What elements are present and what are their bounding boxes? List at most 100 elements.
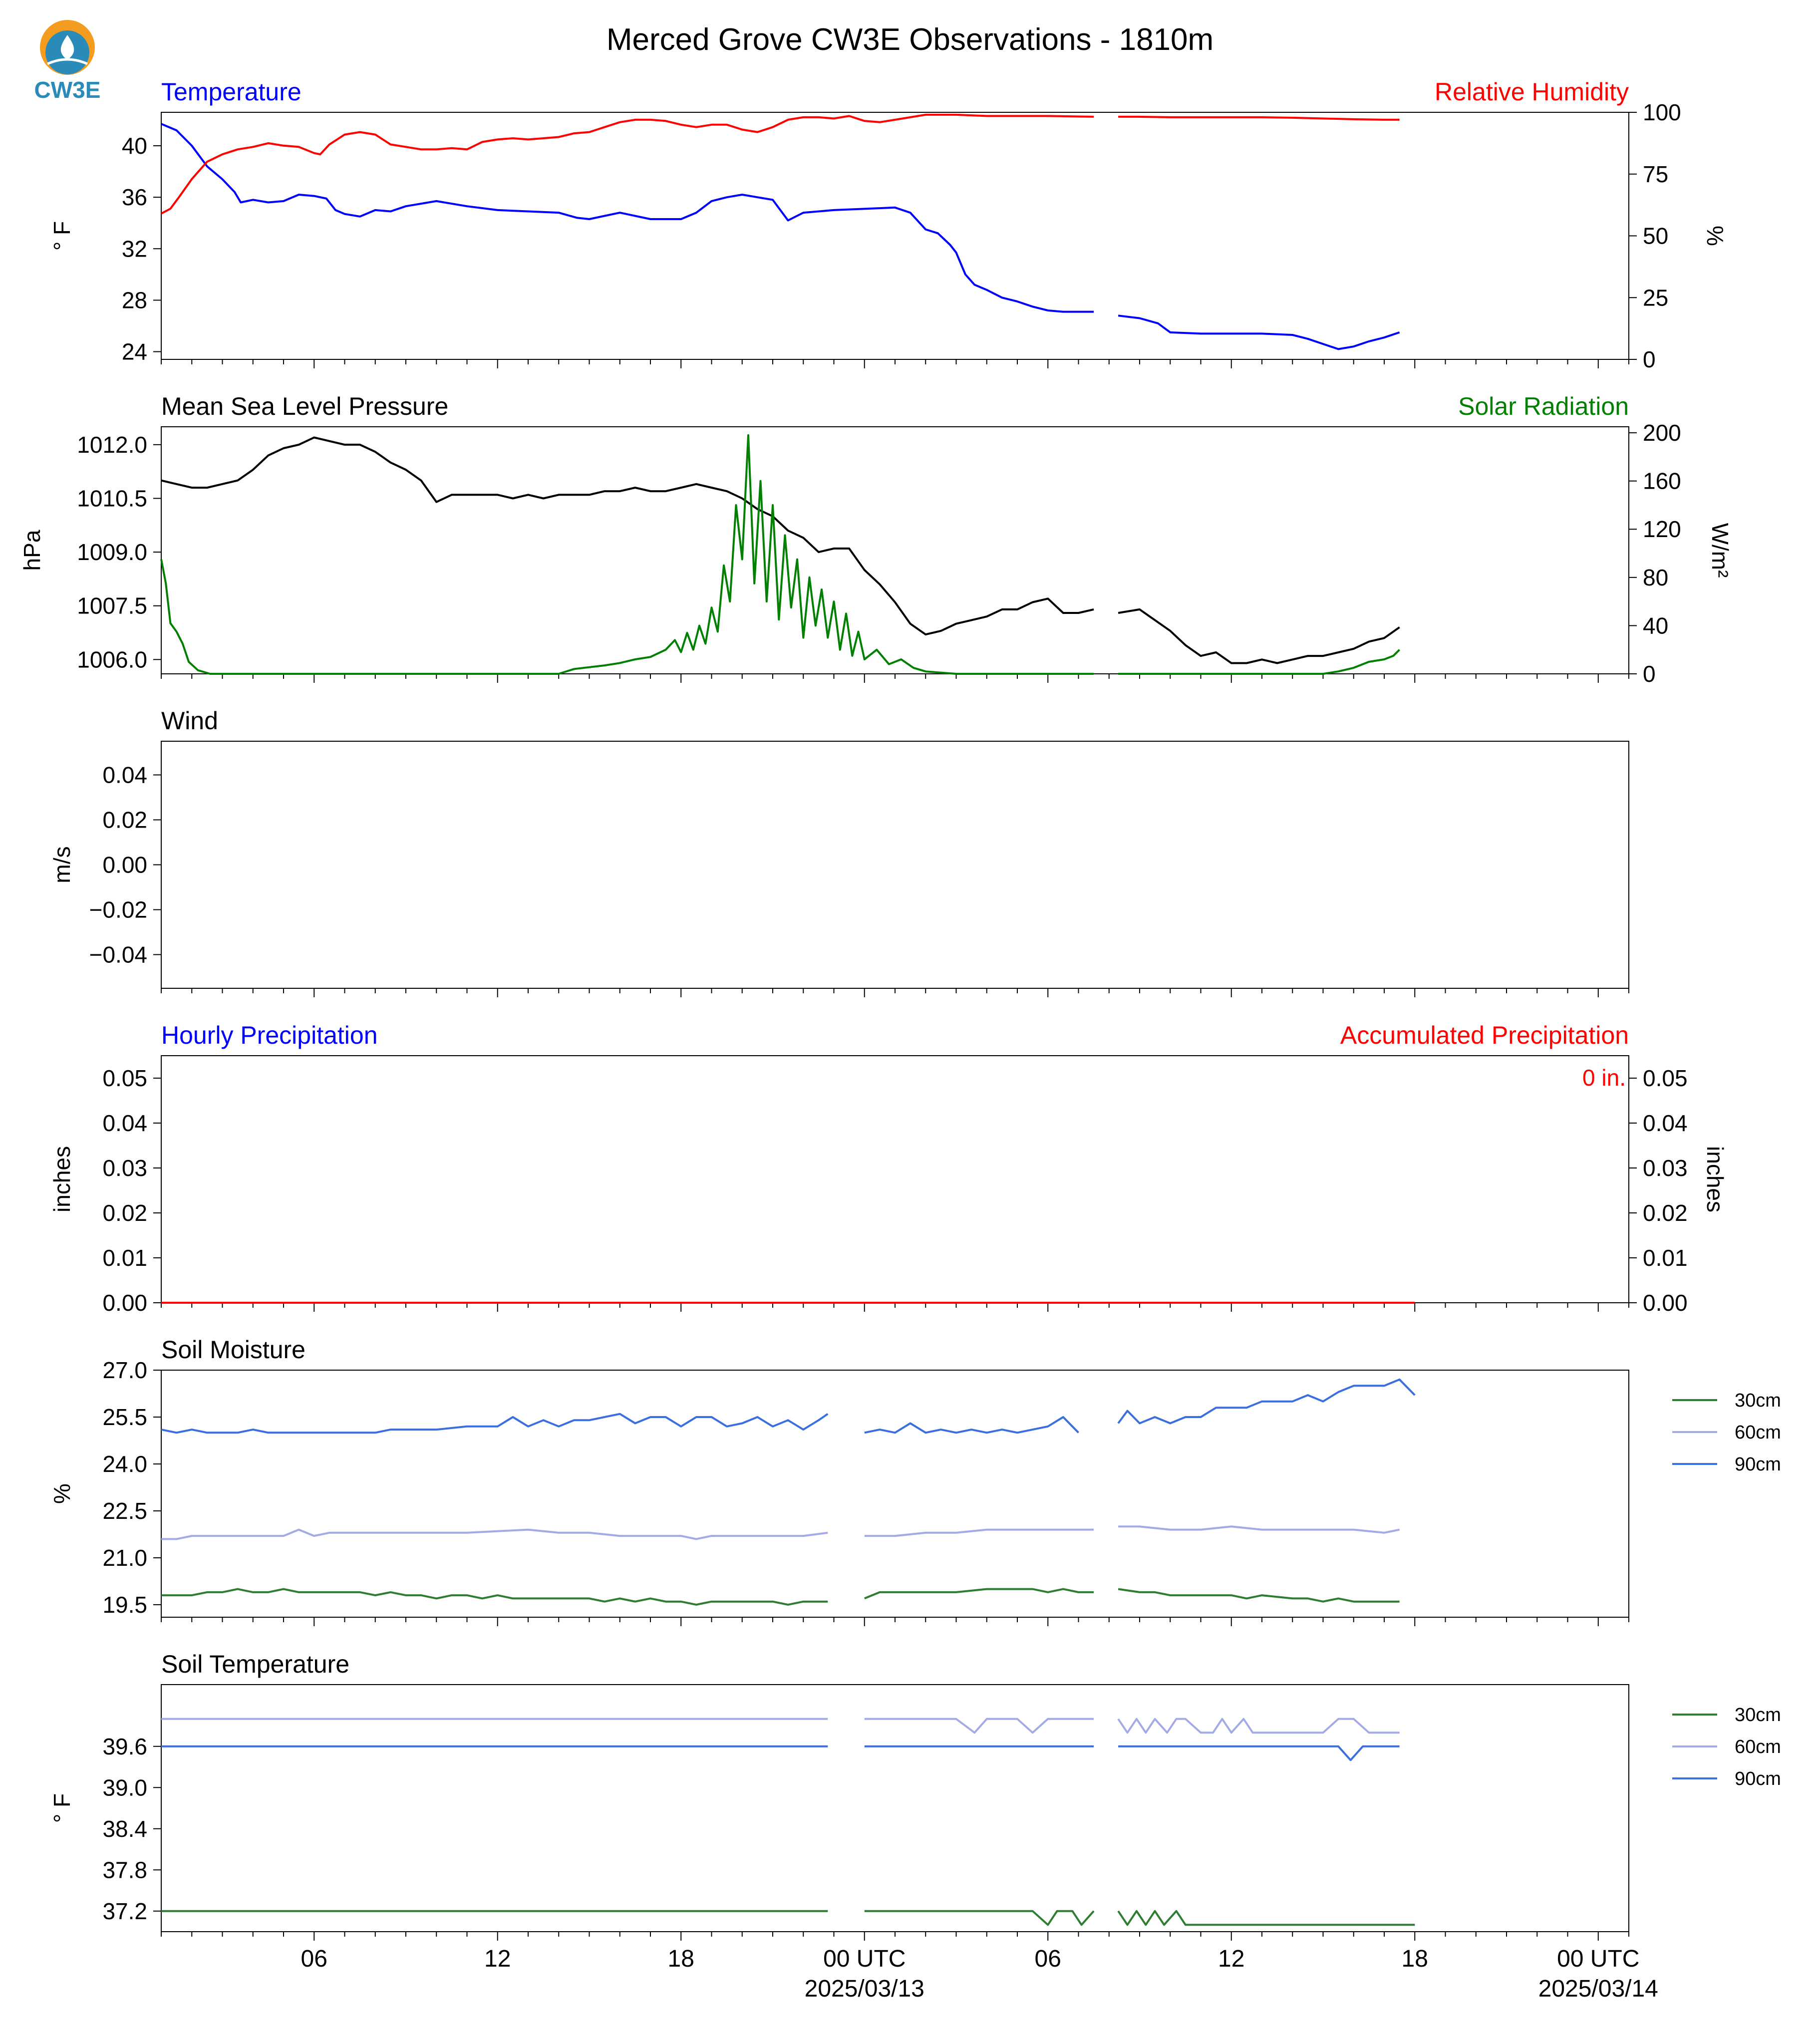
legend-label: 30cm — [1735, 1390, 1781, 1411]
y-tick-label-left: 0.04 — [102, 1110, 147, 1136]
panel-title-left: Wind — [161, 707, 218, 735]
y-tick-label-left: 0.02 — [102, 807, 147, 833]
y-tick-label-left: 0.01 — [102, 1245, 147, 1271]
x-tick-label: 00 UTC — [1557, 1946, 1639, 1972]
figure-title: Merced Grove CW3E Observations - 1810m — [607, 22, 1213, 57]
y-axis-label-right: W/m² — [1707, 523, 1733, 578]
y-axis-label-left: ° F — [49, 221, 75, 251]
y-tick-label-left: 40 — [122, 133, 147, 159]
y-tick-label-right: 25 — [1643, 285, 1668, 310]
y-tick-label-right: 160 — [1643, 468, 1681, 494]
x-tick-label: 18 — [1402, 1946, 1428, 1972]
y-tick-label-left: 0.00 — [102, 1290, 147, 1316]
y-tick-label-left: 36 — [122, 184, 147, 210]
y-tick-label-left: 27.0 — [102, 1357, 147, 1383]
logo-wave-icon — [46, 58, 88, 65]
panel-pressure: 1006.0 1007.5 1009.0 1010.5 1012.0 0 40 80 120 16… — [19, 392, 1733, 687]
panel-title-left: Soil Moisture — [161, 1336, 305, 1364]
y-tick-label-left: 19.5 — [102, 1592, 147, 1618]
y-tick-label-right: 0 — [1643, 346, 1656, 372]
y-tick-label-left: 37.2 — [102, 1898, 147, 1924]
y-tick-label-left: 0.03 — [102, 1155, 147, 1181]
y-axis-label-left: inches — [49, 1146, 75, 1212]
y-tick-label-left: 24 — [122, 339, 147, 365]
y-tick-label-left: 24.0 — [102, 1451, 147, 1477]
x-tick-label: 18 — [668, 1946, 694, 1972]
y-tick-label-left: 37.8 — [102, 1857, 147, 1883]
y-tick-label-right: 0.03 — [1643, 1155, 1688, 1181]
series-line-right — [160, 434, 1401, 675]
x-tick-label: 06 — [1035, 1946, 1061, 1972]
series-line-left — [161, 123, 1400, 350]
x-tick-date-label: 2025/03/14 — [1538, 1976, 1658, 2002]
y-tick-label-right: 0 — [1643, 661, 1656, 687]
series-line-right — [161, 113, 1400, 215]
legend: 30cm 60cm 90cm — [1672, 1390, 1781, 1475]
legend: 30cm 60cm 90cm — [1672, 1705, 1781, 1789]
y-tick-label-right: 200 — [1643, 420, 1681, 446]
legend-label: 60cm — [1735, 1737, 1781, 1757]
y-tick-label-left: −0.02 — [89, 897, 147, 923]
x-tick-label: 12 — [484, 1946, 511, 1972]
y-tick-label-left: 32 — [122, 236, 147, 262]
legend-label: 90cm — [1735, 1768, 1781, 1789]
y-tick-label-left: 1007.5 — [77, 593, 147, 619]
y-axis-label-left: ° F — [49, 1793, 75, 1823]
y-axis-label-left: m/s — [49, 846, 75, 883]
y-tick-label-right: 50 — [1643, 223, 1668, 249]
y-tick-label-left: 0.02 — [102, 1200, 147, 1226]
series-line-90cm — [161, 1745, 1400, 1761]
panel-title-right: Accumulated Precipitation — [1340, 1021, 1629, 1049]
y-tick-label-left: 1010.5 — [77, 485, 147, 511]
panel-title-left: Soil Temperature — [161, 1650, 349, 1678]
y-tick-label-right: 0.00 — [1643, 1290, 1688, 1316]
panel-soil_temperature: 37.2 37.8 38.4 39.0 39.6 Soil Temperature ° F 3… — [49, 1650, 1781, 1941]
logo-drop-icon — [60, 35, 74, 60]
y-axis-label-left: % — [49, 1483, 75, 1504]
panel-precipitation: 0.00 0.01 0.02 0.03 0.04 0.05 0.00 0.01 0.02 0.03… — [49, 1021, 1728, 1316]
y-tick-label-left: 1009.0 — [77, 539, 147, 565]
y-tick-label-right: 0.04 — [1643, 1110, 1688, 1136]
y-tick-label-right: 40 — [1643, 612, 1668, 638]
y-axis-label-left: hPa — [19, 530, 45, 571]
legend-label: 60cm — [1735, 1422, 1781, 1443]
y-tick-label-left: 0.05 — [102, 1065, 147, 1091]
series-line-30cm — [161, 1588, 1400, 1606]
x-tick-label: 12 — [1218, 1946, 1244, 1972]
legend-label: 90cm — [1735, 1454, 1781, 1475]
logo-text: CW3E — [34, 77, 101, 103]
y-tick-label-right: 75 — [1643, 161, 1668, 187]
series-line-left — [161, 436, 1400, 664]
y-tick-label-right: 0.01 — [1643, 1245, 1688, 1271]
legend-label: 30cm — [1735, 1705, 1781, 1726]
y-tick-label-right: 100 — [1643, 99, 1681, 125]
panel-wind: −0.04 −0.02 0.00 0.02 0.04 Wind m/s — [49, 707, 1629, 997]
x-tick-date-label: 2025/03/13 — [805, 1976, 924, 2002]
x-tick-label: 00 UTC — [823, 1946, 906, 1972]
panels: 24 28 32 36 40 0 25 50 75 100 Temperature Relative … — [19, 78, 1781, 2002]
y-tick-label-left: 28 — [122, 287, 147, 313]
series-line-90cm — [161, 1378, 1416, 1434]
panel-temperature: 24 28 32 36 40 0 25 50 75 100 Temperature Relative … — [49, 78, 1728, 372]
y-tick-label-left: 22.5 — [102, 1498, 147, 1524]
accumulated-total-label: 0 in. — [1582, 1065, 1626, 1091]
panel-title-left: Mean Sea Level Pressure — [161, 392, 448, 420]
y-tick-label-left: 25.5 — [102, 1404, 147, 1430]
y-tick-label-left: −0.04 — [89, 942, 147, 968]
panel-title-right: Relative Humidity — [1435, 78, 1629, 106]
series-line-30cm — [161, 1910, 1415, 1926]
cw3e-logo: CW3E — [34, 20, 101, 103]
y-tick-label-left: 1012.0 — [77, 432, 147, 458]
y-axis-label-right: % — [1702, 226, 1728, 246]
x-tick-label: 06 — [301, 1946, 327, 1972]
x-axis-labels: 06 12 18 00 UTC 2025/03/13 06 12 18 00 UTC 2025/0… — [301, 1946, 1658, 2002]
panel-title-right: Solar Radiation — [1458, 392, 1629, 420]
series-line-60cm — [161, 1525, 1400, 1540]
panel-title-left: Hourly Precipitation — [161, 1021, 378, 1049]
panel-soil_moisture: 19.5 21.0 22.5 24.0 25.5 27.0 Soil Moisture% 30… — [49, 1336, 1781, 1626]
y-tick-label-left: 0.00 — [102, 852, 147, 878]
y-tick-label-left: 21.0 — [102, 1545, 147, 1571]
y-tick-label-right: 80 — [1643, 565, 1668, 590]
